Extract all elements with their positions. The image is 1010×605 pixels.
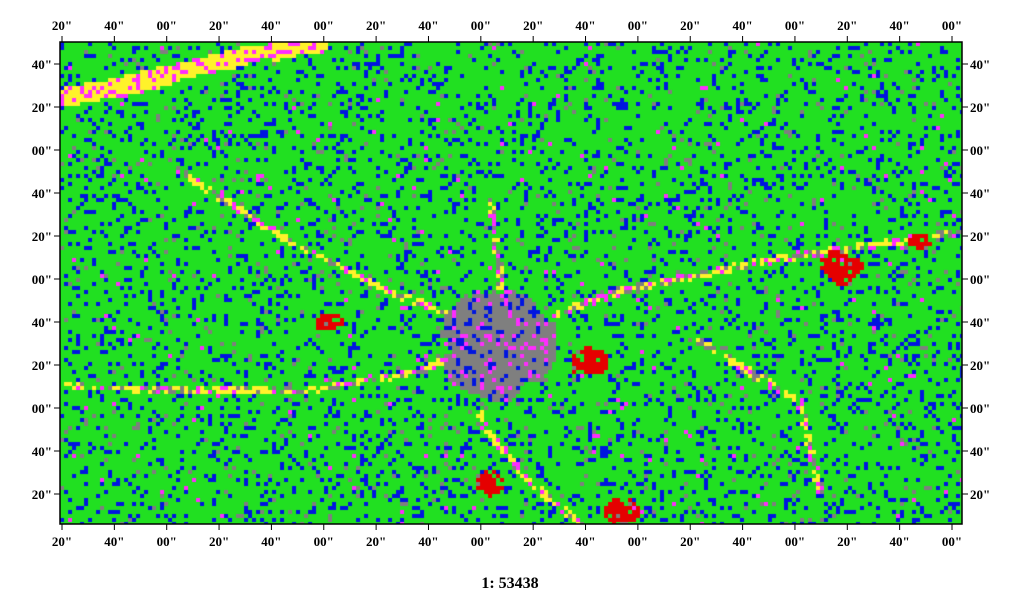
- left-tick-label: 20": [32, 100, 52, 115]
- right-tick-label: 00": [970, 272, 990, 287]
- bottom-tick-label: 00": [628, 534, 648, 549]
- left-tick-label: 00": [32, 401, 52, 416]
- left-tick-label: 40": [32, 57, 52, 72]
- left-tick-label: 40": [32, 444, 52, 459]
- bottom-tick-label: 00": [314, 534, 334, 549]
- top-tick-label: 20": [523, 18, 543, 33]
- right-tick-label: 00": [970, 401, 990, 416]
- top-tick-label: 20": [209, 18, 229, 33]
- raster-image: [60, 42, 962, 524]
- top-tick-label: 00": [942, 18, 962, 33]
- right-tick-label: 20": [970, 358, 990, 373]
- top-tick-label: 00": [628, 18, 648, 33]
- bottom-tick-label: 00": [942, 534, 962, 549]
- top-tick-label: 00": [785, 18, 805, 33]
- right-tick-label: 40": [970, 315, 990, 330]
- left-tick-label: 40": [32, 315, 52, 330]
- scale-label: 1: 53438: [481, 575, 538, 592]
- bottom-tick-label: 40": [261, 534, 281, 549]
- top-tick-label: 00": [471, 18, 491, 33]
- left-tick-label: 20": [32, 358, 52, 373]
- bottom-tick-label: 20": [52, 534, 72, 549]
- right-tick-label: 20": [970, 100, 990, 115]
- bottom-tick-label: 20": [523, 534, 543, 549]
- top-tick-label: 20": [52, 18, 72, 33]
- left-tick-label: 20": [32, 487, 52, 502]
- right-tick-label: 40": [970, 186, 990, 201]
- map-frame: [59, 41, 963, 525]
- top-tick-label: 20": [680, 18, 700, 33]
- top-tick-label: 40": [418, 18, 438, 33]
- top-tick-label: 20": [366, 18, 386, 33]
- right-tick-label: 20": [970, 229, 990, 244]
- top-axis: 20" 40" 00" 20" 40" 00" 20" 40" 00" 20" 40" 00" 20" 4…: [52, 18, 962, 42]
- right-tick-label: 00": [970, 143, 990, 158]
- right-tick-label: 20": [970, 487, 990, 502]
- left-tick-label: 00": [32, 143, 52, 158]
- bottom-tick-label: 20": [366, 534, 386, 549]
- classification-raster: [60, 42, 962, 524]
- right-axis: 40" 20" 00" 40" 20" 00" 40" 20" 00" 40" 20": [962, 57, 990, 502]
- right-tick-label: 40": [970, 444, 990, 459]
- bottom-tick-label: 20": [209, 534, 229, 549]
- top-tick-label: 40": [890, 18, 910, 33]
- bottom-tick-label: 40": [104, 534, 124, 549]
- top-tick-label: 40": [732, 18, 752, 33]
- bottom-tick-label: 40": [418, 534, 438, 549]
- left-tick-label: 20": [32, 229, 52, 244]
- right-tick-label: 40": [970, 57, 990, 72]
- top-tick-label: 40": [261, 18, 281, 33]
- bottom-tick-label: 20": [837, 534, 857, 549]
- bottom-tick-label: 00": [785, 534, 805, 549]
- top-tick-label: 40": [575, 18, 595, 33]
- top-tick-label: 20": [837, 18, 857, 33]
- left-tick-label: 40": [32, 186, 52, 201]
- bottom-tick-label: 00": [471, 534, 491, 549]
- left-axis: 40" 20" 00" 40" 20" 00" 40" 20" 00" 40" 20": [32, 57, 60, 502]
- top-tick-label: 00": [314, 18, 334, 33]
- top-tick-label: 40": [104, 18, 124, 33]
- top-tick-label: 00": [157, 18, 177, 33]
- bottom-tick-label: 40": [732, 534, 752, 549]
- left-tick-label: 00": [32, 272, 52, 287]
- bottom-tick-label: 40": [575, 534, 595, 549]
- bottom-tick-label: 20": [680, 534, 700, 549]
- bottom-tick-label: 00": [157, 534, 177, 549]
- bottom-axis: 20" 40" 00" 20" 40" 00" 20" 40" 00" 20" 40" 00" 20" 4…: [52, 524, 962, 549]
- bottom-tick-label: 40": [890, 534, 910, 549]
